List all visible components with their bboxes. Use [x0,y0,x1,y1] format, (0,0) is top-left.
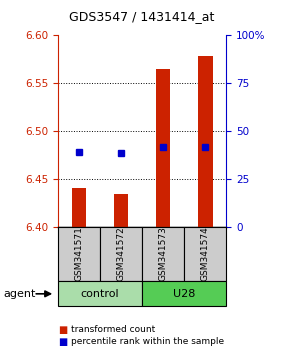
Bar [184,227,226,281]
Bar [142,281,226,306]
Text: GSM341572: GSM341572 [117,227,126,281]
Text: agent: agent [3,289,35,299]
Bar [58,281,142,306]
Bar [198,56,213,227]
Text: control: control [81,289,119,299]
Text: ■: ■ [58,337,67,347]
Text: GSM341571: GSM341571 [75,227,84,281]
Text: GSM341573: GSM341573 [159,227,168,281]
Bar [58,227,100,281]
Bar [156,69,171,227]
Text: GDS3547 / 1431414_at: GDS3547 / 1431414_at [69,10,215,23]
Bar [114,194,128,227]
Text: GSM341574: GSM341574 [201,227,210,281]
Bar [72,188,86,227]
Text: ■: ■ [58,325,67,335]
Text: transformed count: transformed count [71,325,155,335]
Bar [100,227,142,281]
Text: percentile rank within the sample: percentile rank within the sample [71,337,224,346]
Text: U28: U28 [173,289,195,299]
Bar [142,227,184,281]
